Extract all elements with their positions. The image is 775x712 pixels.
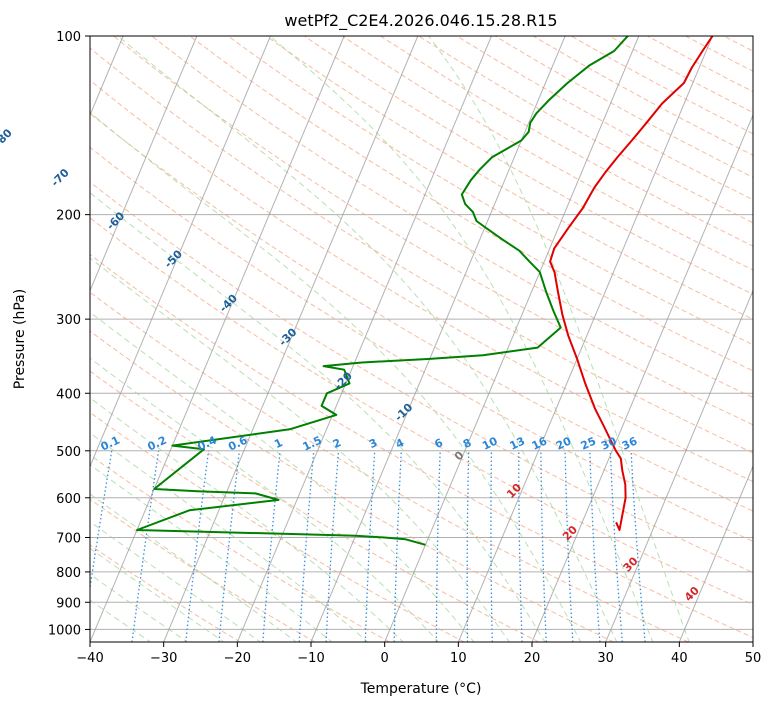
x-tick-label: 40: [671, 651, 688, 666]
x-tick-label: 30: [597, 651, 614, 666]
isotherm-label: -80: [0, 126, 15, 149]
isotherm: [90, 36, 344, 642]
y-tick-label: 700: [56, 532, 81, 547]
dry-adiabat: [0, 36, 240, 642]
isotherm-label: -40: [217, 292, 240, 315]
y-tick-label: 400: [56, 387, 81, 402]
plot-frame: [90, 36, 753, 642]
dry-adiabat: [686, 36, 775, 642]
mixing-ratio-line: [631, 451, 645, 642]
moist-adiabat-label: 40: [682, 584, 702, 604]
mixing-ratio-label: 2: [331, 436, 343, 451]
mixing-ratio-label: 13: [508, 434, 527, 452]
moist-adiabat: [0, 36, 189, 643]
mixing-ratio-line: [394, 451, 401, 642]
mixing-ratio-line: [326, 451, 338, 642]
dry-adiabat: [228, 36, 775, 642]
background-lines: [0, 36, 775, 643]
mixing-ratio-label: 3: [367, 436, 379, 451]
dry-adiabat: [76, 36, 775, 642]
moist-adiabat: [0, 36, 440, 643]
y-axis-label: Pressure (hPa): [12, 289, 28, 389]
isotherm: [753, 36, 775, 642]
dry-adiabat: [304, 36, 775, 642]
mixing-ratio-line: [82, 451, 112, 642]
mixing-ratio-label: 20: [554, 434, 574, 452]
x-tick-label: 50: [745, 651, 762, 666]
moist-adiabat: [0, 36, 475, 643]
isotherm: [458, 36, 712, 642]
mixing-ratio-line: [610, 451, 622, 642]
mixing-ratio-label: 16: [530, 434, 550, 452]
x-tick-label: 10: [450, 651, 467, 666]
isotherm: [385, 36, 639, 642]
mixing-ratio-label: 4: [394, 436, 407, 451]
y-tick-label: 600: [56, 492, 81, 507]
mixing-ratio-label: 6: [432, 436, 445, 451]
mixing-ratio-line: [467, 451, 469, 642]
isotherm: [606, 36, 775, 642]
y-tick-label: 100: [56, 30, 81, 45]
dry-adiabat: [724, 36, 775, 642]
isotherm: [16, 36, 270, 642]
mixing-ratio-line: [491, 451, 492, 642]
y-tick-label: 900: [56, 596, 81, 611]
dry-adiabat: [648, 36, 775, 642]
mixing-ratio-label: 36: [620, 434, 640, 452]
dry-adiabat: [343, 36, 775, 642]
y-tick-label: 800: [56, 566, 81, 581]
y-tick-label: 200: [56, 209, 81, 224]
x-tick-label: −30: [150, 651, 177, 666]
mixing-ratio-line: [590, 451, 600, 642]
mixing-ratio-label: 8: [461, 436, 473, 451]
dry-adiabat: [0, 36, 763, 642]
dry-adiabat: [419, 36, 775, 642]
isotherm-label: -10: [392, 401, 415, 424]
x-tick-label: 0: [381, 651, 389, 666]
moist-adiabat: [0, 36, 369, 643]
isotherm-label: -50: [162, 247, 185, 270]
isotherm-label: -70: [49, 166, 72, 189]
mixing-ratio-line: [519, 451, 522, 642]
dry-adiabat: [37, 36, 775, 642]
x-tick-label: −40: [76, 651, 103, 666]
mixing-ratio-label: 10: [480, 434, 500, 452]
dry-adiabat: [0, 36, 539, 642]
x-axis-label: Temperature (°C): [360, 681, 482, 697]
dry-adiabat: [266, 36, 775, 642]
moist-adiabat: [0, 36, 546, 643]
mixing-ratio-label: 25: [579, 434, 598, 452]
moist-adiabat: [0, 36, 298, 643]
isotherm-label: -30: [276, 325, 299, 348]
moist-adiabat: [429, 36, 690, 643]
dry-adiabat: [571, 36, 775, 642]
dry-adiabat: [0, 36, 389, 642]
x-tick-label: −10: [297, 651, 324, 666]
mixing-ratio-line: [186, 451, 209, 642]
data-lines: [137, 36, 713, 545]
moist-adiabat: [270, 36, 654, 643]
dry-adiabat: [762, 36, 775, 642]
temperature-profile: [550, 36, 712, 530]
y-tick-label: 1000: [48, 623, 81, 638]
x-tick-label: 20: [524, 651, 541, 666]
dewpoint-profile: [137, 36, 628, 545]
line-labels: -100-90-80-70-60-50-40-30-20-1000.10.20.…: [0, 50, 702, 604]
chart-title: wetPf2_C2E4.2026.046.15.28.R15: [284, 11, 557, 31]
x-tick-label: −20: [224, 651, 251, 666]
mixing-ratio-label: 1: [272, 436, 284, 451]
moist-adiabat-label: 20: [560, 523, 580, 543]
isotherm: [679, 36, 775, 642]
dry-adiabat: [0, 36, 315, 642]
y-tick-label: 500: [56, 445, 81, 460]
dry-adiabat: [152, 36, 775, 642]
dry-adiabat: [381, 36, 775, 642]
moist-adiabat: [0, 36, 262, 643]
moist-adiabat: [0, 36, 404, 643]
y-tick-label: 300: [56, 313, 81, 328]
mixing-ratio-line: [219, 451, 239, 642]
isotherm-label: -60: [104, 209, 127, 232]
